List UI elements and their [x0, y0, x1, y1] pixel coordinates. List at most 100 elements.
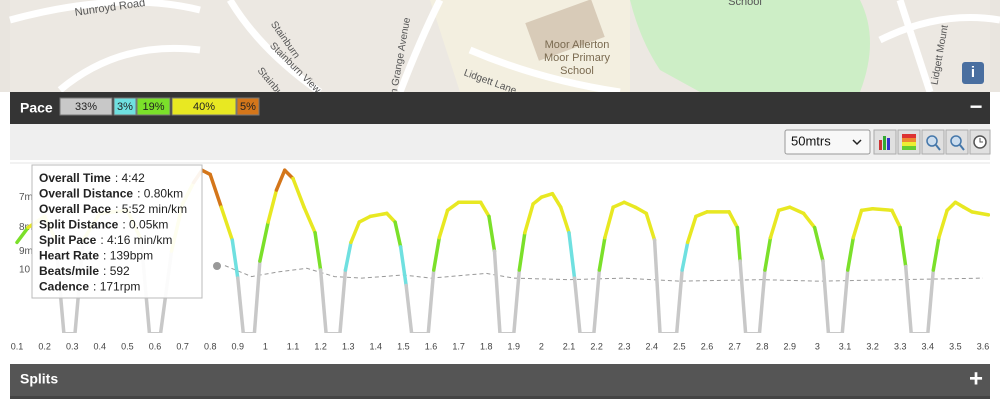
collapse-button[interactable]: − [970, 94, 983, 119]
map-label: School [728, 0, 762, 8]
tooltip-row: Heart Rate : 139bpm [39, 249, 153, 263]
tooltip-label: Overall Distance [39, 187, 133, 201]
zone-percent: 33% [75, 101, 97, 113]
pace-segment [735, 225, 742, 263]
pace-segment [567, 230, 577, 280]
interval-select-text: 50mtrs [791, 133, 831, 148]
x-tick-label: 0.7 [176, 341, 189, 351]
pace-segment [357, 214, 373, 224]
pace-segment [487, 214, 497, 253]
pace-segment [426, 268, 436, 333]
tooltip-value: : 4:42 [115, 171, 145, 185]
tooltip-row: Overall Pace : 5:52 min/km [39, 202, 187, 216]
pace-segment [15, 225, 30, 245]
x-tick-label: 2.4 [646, 341, 659, 351]
pace-segment [274, 168, 287, 192]
pace-segment [478, 200, 491, 219]
tooltip-value: : 4:16 min/km [100, 233, 172, 247]
pace-segment [219, 205, 235, 242]
expand-button[interactable]: + [969, 365, 983, 392]
x-tick-label: 2 [539, 341, 544, 351]
pace-segment [550, 191, 563, 209]
tooltip-row: Overall Distance: 0.80km [39, 187, 183, 201]
pace-segment [757, 268, 767, 333]
x-tick-label: 1.8 [480, 341, 493, 351]
tooltip-label: Overall Pace [39, 202, 111, 216]
x-tick-label: 3.2 [866, 341, 879, 351]
pace-segment [890, 208, 902, 230]
tooltip-value: : 592 [103, 264, 130, 278]
bottom-rule [10, 396, 990, 399]
pace-segment [302, 205, 317, 235]
pace-segment [531, 195, 544, 206]
x-tick-label: 1.2 [314, 341, 327, 351]
zone-swatch [136, 97, 171, 116]
map-label: Moor Allerton [545, 39, 610, 51]
interval-select[interactable] [784, 129, 871, 155]
pace-segment [801, 211, 817, 230]
pace-segment [252, 259, 262, 333]
pace-segment [318, 268, 328, 333]
tooltip-value: : 139bpm [103, 249, 153, 263]
tooltip-row: Overall Time: 4:42 [39, 171, 145, 185]
x-tick-label: 1.1 [287, 341, 300, 351]
x-tick-label: 3.1 [839, 341, 852, 351]
x-tick-label: 3.5 [949, 341, 962, 351]
x-tick-label: 2.2 [590, 341, 603, 351]
tooltip-row: Beats/mile: 592 [39, 264, 130, 278]
pace-segment [821, 259, 831, 333]
map-label: Moor Primary [544, 52, 611, 64]
tooltip-row: Split Distance: 0.05km [39, 218, 168, 232]
pace-segment [674, 268, 684, 333]
select-arrow [852, 139, 862, 146]
tooltip-value: : 5:52 min/km [115, 202, 187, 216]
pace-segment [926, 268, 936, 333]
zone-percent: 3% [117, 101, 133, 113]
x-tick-label: 1.5 [397, 341, 410, 351]
tooltip-label: Heart Rate [39, 249, 99, 263]
y-tick-label: 10 [19, 265, 31, 276]
x-tick-label: 1.7 [452, 341, 465, 351]
pace-segment [652, 238, 662, 333]
tooltip-row: Cadence: 171rpm [39, 280, 140, 294]
pace-segment [603, 205, 615, 240]
pace-segment [685, 214, 698, 245]
x-tick-label: 2.9 [784, 341, 797, 351]
pace-segment [788, 205, 806, 216]
pace-title: Pace [20, 100, 53, 116]
pace-segment [230, 238, 240, 280]
pace-segment [523, 202, 535, 235]
x-tick-label: 3.3 [894, 341, 907, 351]
x-tick-label: 2.6 [701, 341, 714, 351]
x-tick-label: 3.6 [977, 341, 990, 351]
pace-segment [903, 264, 913, 333]
map-info-button[interactable] [962, 62, 984, 84]
x-tick-label: 2.5 [673, 341, 686, 351]
splits-header[interactable] [10, 364, 990, 396]
pace-segment [694, 210, 709, 219]
zone-swatch [113, 97, 137, 116]
x-tick-label: 0.3 [66, 341, 79, 351]
y-tick-label: 9m [19, 246, 33, 257]
tooltip-row: Split Pace: 4:16 min/km [39, 233, 172, 247]
x-tick-label: 2.1 [563, 341, 576, 351]
secondary-line [218, 262, 984, 282]
pace-segment [937, 208, 949, 240]
x-tick-label: 1.4 [370, 341, 383, 351]
pace-segment [445, 200, 461, 213]
pace-segment [558, 205, 571, 235]
x-tick-label: 1.9 [508, 341, 521, 351]
tooltip: Overall Time: 4:42 Overall Distance: 0.80… [31, 164, 203, 299]
tooltip-label: Split Distance [39, 218, 119, 232]
pace-segment [404, 283, 414, 333]
pace-segment [492, 249, 502, 333]
tooltip-value: : 171rpm [93, 280, 140, 294]
pace-segment [517, 230, 527, 272]
x-tick-label: 0.2 [38, 341, 51, 351]
pace-segment [313, 230, 323, 272]
pace-segment [291, 176, 306, 209]
pace-segment [393, 220, 403, 249]
pace-segment [236, 276, 246, 333]
x-tick-label: 0.5 [121, 341, 134, 351]
